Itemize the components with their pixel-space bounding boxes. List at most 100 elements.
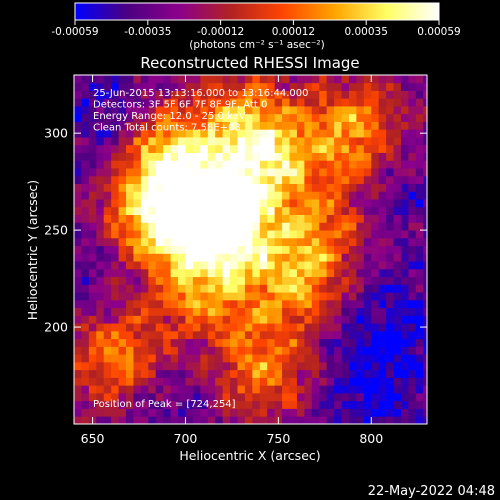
heatmap-cell [289, 253, 298, 262]
heatmap-cell [393, 129, 402, 138]
heatmap-cell [207, 253, 216, 262]
heatmap-cell [408, 199, 417, 208]
heatmap-cell [178, 385, 186, 394]
heatmap-cell [74, 377, 82, 386]
heatmap-cell [252, 137, 261, 146]
heatmap-cell [252, 377, 261, 386]
heatmap-cell [244, 330, 253, 340]
heatmap-cell [274, 299, 283, 309]
heatmap-cell [408, 299, 417, 309]
heatmap-cell [192, 214, 201, 223]
heatmap-cell [88, 144, 97, 153]
heatmap-cell [244, 315, 253, 324]
heatmap-cell [222, 144, 231, 153]
heatmap-cell [118, 276, 127, 285]
heatmap-cell [296, 307, 305, 316]
heatmap-cell [96, 385, 105, 394]
heatmap-cell [348, 199, 357, 208]
heatmap-cell [267, 377, 276, 386]
heatmap-cell [207, 191, 216, 200]
heatmap-cell [163, 237, 172, 247]
heatmap-cell [252, 168, 261, 177]
heatmap-cell [400, 222, 409, 231]
heatmap-cell [274, 315, 283, 324]
heatmap-cell [356, 98, 365, 107]
heatmap-cell [103, 315, 112, 324]
heatmap-cell [170, 354, 179, 363]
heatmap-cell [408, 307, 417, 316]
info-line: Energy Range: 12.0 - 25.0 keV [93, 111, 246, 122]
heatmap-cell [326, 408, 335, 417]
heatmap-cell [207, 307, 216, 316]
heatmap-cell [163, 113, 172, 122]
heatmap-cell [178, 276, 186, 285]
heatmap-cell [163, 268, 172, 278]
heatmap-cell [400, 315, 409, 324]
heatmap-cell [378, 191, 387, 200]
plot-timestamp: 22-May-2022 04:48 [368, 484, 495, 499]
heatmap-cell [81, 191, 90, 200]
heatmap-cell [341, 307, 350, 316]
heatmap-cell [415, 315, 424, 324]
heatmap-cell [326, 191, 335, 200]
heatmap-cell [282, 152, 290, 161]
heatmap-cell [111, 222, 119, 231]
heatmap-cell [88, 237, 97, 247]
heatmap-cell [386, 98, 394, 107]
heatmap-cell [319, 369, 328, 378]
heatmap-cell [163, 392, 172, 402]
heatmap-cell [148, 206, 157, 215]
heatmap-cell [118, 338, 127, 347]
heatmap-cell [222, 284, 231, 293]
heatmap-cell [126, 152, 134, 161]
heatmap-cell [111, 113, 119, 122]
heatmap-cell [348, 346, 357, 355]
heatmap-cell [118, 377, 127, 386]
heatmap-cell [244, 129, 253, 138]
heatmap-cell [326, 354, 335, 363]
heatmap-cell [371, 261, 380, 270]
heatmap-cell [341, 113, 350, 122]
heatmap-cell [319, 137, 328, 146]
heatmap-cell [289, 121, 298, 130]
heatmap-cell [378, 377, 387, 386]
heatmap-cell [334, 175, 342, 184]
heatmap-cell [111, 307, 119, 316]
heatmap-cell [393, 346, 402, 355]
heatmap-cell [341, 199, 350, 208]
heatmap-cell [222, 82, 231, 91]
heatmap-cell [170, 199, 179, 208]
heatmap-cell [423, 338, 427, 347]
heatmap-cell [237, 82, 246, 91]
heatmap-cell [155, 338, 164, 347]
heatmap-cell [282, 338, 290, 347]
heatmap-cell [222, 245, 231, 254]
heatmap-cell [341, 90, 350, 99]
heatmap-cell [170, 292, 179, 301]
heatmap-cell [348, 354, 357, 363]
heatmap-cell [237, 354, 246, 363]
heatmap-cell [215, 315, 224, 324]
heatmap-cell [267, 284, 276, 293]
heatmap-cell [222, 75, 231, 84]
heatmap-cell [259, 346, 268, 355]
heatmap-cell [311, 268, 320, 278]
heatmap-cell [304, 361, 313, 371]
heatmap-cell [423, 230, 427, 239]
heatmap-cell [126, 408, 134, 417]
heatmap-cell [111, 137, 119, 146]
heatmap-cell [222, 214, 231, 223]
heatmap-cell [126, 284, 134, 293]
heatmap-cell [274, 245, 283, 254]
heatmap-cell [148, 369, 157, 378]
heatmap-cell [400, 330, 409, 340]
heatmap-cell [348, 330, 357, 340]
heatmap-cell [304, 377, 313, 386]
heatmap-cell [326, 160, 335, 169]
heatmap-cell [371, 377, 380, 386]
heatmap-cell [118, 330, 127, 340]
heatmap-cell [96, 113, 105, 122]
heatmap-cell [74, 276, 82, 285]
heatmap-cell [222, 299, 231, 309]
heatmap-cell [140, 323, 149, 332]
